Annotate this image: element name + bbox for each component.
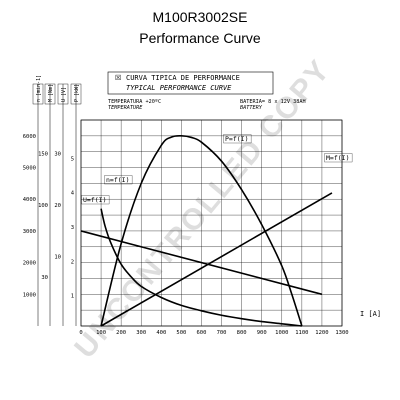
series-labels: n=f(I) P=f(I) M=f(I) U=f(I) [81,134,353,205]
x-tick-label: 800 [237,330,247,336]
temperature-en: TEMPERATURE [108,105,143,111]
axis-header-box [70,83,82,105]
caption-en: TYPICAL PERFORMANCE CURVE [126,84,232,92]
axis-tick-label: 2 [71,259,74,265]
axis-tick-label: 20 [54,203,61,209]
x-tick-label: 100 [96,330,106,336]
series-line-u-f-i [80,230,323,296]
axis-tick-label: 3000 [23,229,36,235]
plot-frame [80,119,343,327]
temperature-es: TEMPERATURA +20ºC [108,99,161,105]
page-title: M100R3002SE [152,9,248,25]
x-tick-label: 1100 [295,330,308,336]
x-tick-label: 1200 [315,330,328,336]
axis-tick-label: 5 [71,156,74,162]
series-group [80,134,333,327]
x-tick-label: 200 [116,330,126,336]
axis-header-box [44,83,56,105]
axis-header-label: P [kW] [74,84,80,102]
battery-es: BATERIA= 8 x 12V 38AH [240,99,306,105]
x-tick-label: 400 [156,330,166,336]
caption-box [107,71,274,95]
caption-es: CURVA TIPICA DE PERFORMANCE [126,74,240,82]
series-label-n-f-i: n=f(I) [106,176,129,184]
axes: 0 100 200 300 400 500 600 700 800 900 1000 1100 1200… [23,75,381,336]
series-line-n-f-i [100,208,302,327]
x-tick-label: 500 [176,330,186,336]
battery-en: BATTERY [240,105,263,111]
axis-header-label: M [Nm] [48,84,54,102]
x-tick-label: 0 [79,330,82,336]
series-label-box [324,153,353,163]
axis-tick-label: 30 [54,152,61,158]
series-label-p-f-i: P=f(I) [225,135,248,143]
axis-tick-label: 6000 [23,134,36,140]
x-axis-label: I [A] [360,310,381,318]
page-subtitle: Performance Curve [139,30,261,46]
axis-tick-label: 4 [71,191,75,197]
axis-tick-label: 150 [38,152,48,158]
x-tick-label: 900 [257,330,267,336]
axis-header-box [57,83,69,105]
axis-tick-label: 30 [41,275,48,281]
series-label-m-f-i: M=f(I) [326,154,349,162]
x-tick-label: 1300 [335,330,348,336]
axis-tick-label: 4000 [23,197,36,203]
x-tick-label: 600 [196,330,206,336]
axis-tick-label: 3 [71,225,74,231]
axis-tick-label: 1 [71,294,74,300]
axis-tick-label: 2000 [23,261,36,267]
x-tick-label: 300 [136,330,146,336]
caption-glyph: ☒ [115,74,121,82]
series-label-box [223,134,252,144]
axis-tick-label: 100 [38,203,48,209]
axis-header-label: U [V] [61,87,67,102]
series-label-u-f-i: U=f(I) [83,196,106,204]
axis-tick-label: 1000 [23,292,36,298]
series-label-box [104,175,133,185]
series-line-p-f-i [100,134,303,327]
series-line-m-f-i [100,192,333,327]
axis-header-label: n [min-1] [36,75,42,102]
axis-tick-label: 5000 [23,166,36,172]
axis-tick-label: 10 [54,255,61,261]
series-label-box [81,195,110,205]
x-tick-label: 700 [217,330,227,336]
axis-header-box [32,83,44,105]
x-tick-label: 1000 [275,330,288,336]
